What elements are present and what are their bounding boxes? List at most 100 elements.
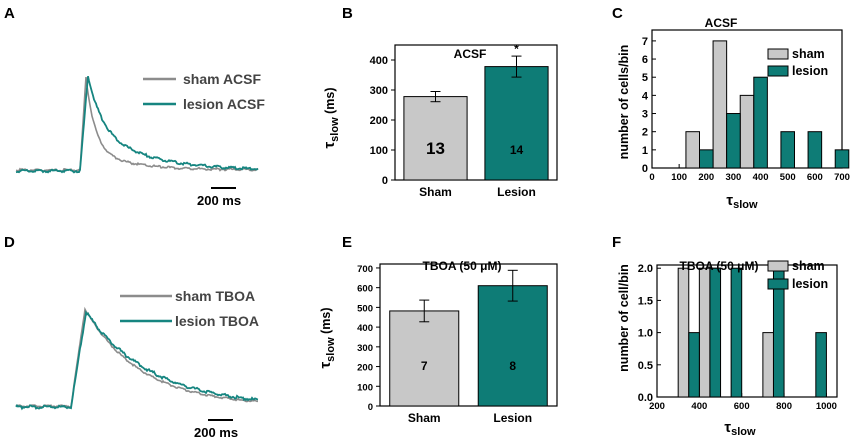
hist-bar-f-lesion [688,332,700,398]
y-tick-label-b: 400 [370,55,388,67]
plot-frame-e [379,263,558,407]
panel-letter-b: B [342,5,353,22]
x-axis-title-c: τslow [726,192,758,211]
bar-e-lesion [477,285,548,407]
histogram-f: 0.0 0.5 1.0 1.5 2.0 200 400 600 800 1000 sham lesio… [638,259,838,412]
legend-label-f-lesion: lesion [792,277,828,291]
y-tick-label-c: 5 [642,72,648,84]
y-title-unit-e: (ms) [319,307,333,337]
y-tick-label-c: 4 [642,90,649,102]
legend-label-sham-acsf: sham ACSF [183,71,262,87]
legend-label-lesion-tboa: lesion TBOA [175,313,259,329]
significance-marker-b: * [514,42,519,56]
panel-letter-e: E [342,234,352,251]
hist-bar-c-lesion [834,149,850,169]
plot-frame-f [656,264,838,398]
hist-bar-c-lesion [753,76,768,169]
category-label-b: Lesion [497,185,536,199]
trace-lesion-tboa [15,310,259,411]
y-tick-label-b: 300 [370,85,388,97]
bar-b-sham [403,96,468,181]
hist-bar-c-lesion [807,131,823,169]
hist-bar-f-sham [698,267,711,398]
histogram-c: 0 1 2 3 4 5 6 7 0 100 200 300 400 500 600 700 sham lesion… [642,16,850,183]
y-tick-label-b: 100 [370,145,388,157]
y-axis-title-f: number of cell/bin [617,264,631,372]
y-tick-label-e: 500 [357,303,373,314]
y-axis-title-b: τslow (ms) [321,87,341,148]
y-title-sub-e: slow [325,337,337,362]
hist-bar-f-lesion [815,332,827,398]
x-title-sub-f: slow [731,426,756,438]
x-tick-label-c: 400 [753,172,769,183]
trace-lesion-acsf [15,76,259,174]
hist-bar-c-sham [712,40,728,169]
x-tick-label-f: 800 [776,401,792,412]
x-tick-label-f: 400 [691,401,707,412]
hist-bar-f-lesion [709,267,722,398]
x-tick-label-c: 500 [780,172,796,183]
panel-a: A sham ACSF lesion ACSF 200 ms [4,5,265,208]
inset-title-f: TBOA (50 μM) [680,259,759,273]
x-axis-title-f: τslow [724,419,756,438]
bar-b-lesion [484,66,549,181]
y-tick-label-f: 0.0 [638,392,653,404]
x-tick-label-c: 200 [698,172,714,183]
legend-label-f-sham: sham [792,259,825,273]
y-tick-label-e: 400 [357,323,373,334]
n-label-b: 13 [426,139,445,158]
panel-letter-d: D [4,234,15,251]
x-tick-label-c: 100 [671,172,687,183]
hist-bar-f-sham [677,267,690,398]
hist-bar-c-sham [685,131,701,169]
x-tick-label-f: 1000 [816,401,837,412]
n-label-b: 14 [510,143,524,157]
x-tick-label-c: 700 [834,172,850,183]
x-title-main-f: τ [724,419,731,436]
y-tick-label-e: 0 [368,402,373,413]
panel-d: D sham TBOA lesion TBOA 200 ms [4,234,259,440]
y-title-main-e: τ [317,362,334,369]
legend-swatch-c-sham [767,48,789,60]
panel-b: B τslow (ms) 0 100 200 300 400 Sham 13 Lesion 14… [321,5,558,199]
legend-swatch-f-sham [767,260,789,272]
hist-bar-c-sham [739,94,755,169]
y-title-sub-b: slow [329,117,341,142]
hist-bar-f-lesion [730,267,743,398]
legend-swatch-f-lesion [767,278,789,290]
n-label-e: 8 [509,359,516,373]
y-tick-label-f: 0.5 [638,360,653,372]
x-tick-label-c: 600 [807,172,823,183]
scale-label-a: 200 ms [197,193,241,208]
panel-letter-a: A [4,5,15,22]
n-label-e: 7 [421,359,428,373]
y-tick-label-b: 0 [382,175,388,187]
y-tick-label-e: 700 [357,264,373,275]
y-tick-label-c: 6 [642,54,648,66]
panel-e: E τslow (ms) 0 100 200 300 400 500 600 700 Sham 7… [317,234,558,425]
y-title-main-b: τ [321,142,338,149]
y-tick-label-e: 600 [357,284,373,295]
bar-chart-b: 0 100 200 300 400 Sham 13 Lesion 14 * ACSF [370,42,558,199]
category-label-e: Sham [408,411,441,425]
legend-label-lesion-acsf: lesion ACSF [183,96,265,112]
panel-letter-f: F [612,234,621,251]
bar-chart-e: 0 100 200 300 400 500 600 700 Sham 7 Lesion 8 TBOA (… [357,259,558,425]
bar-e-sham [389,310,460,407]
x-tick-label-c: 0 [649,172,654,183]
panel-f: F number of cell/bin τslow 0.0 0.5 1.0 1.5 2… [612,234,838,438]
y-title-unit-b: (ms) [323,87,337,117]
panel-c: C number of cells/bin τslow 0 1 2 3 4 5 6 7 0 100… [612,5,850,211]
legend-swatch-c-lesion [767,65,789,77]
hist-bar-c-lesion [699,149,714,169]
category-label-b: Sham [419,185,452,199]
y-tick-label-f: 1.0 [638,328,653,340]
panel-letter-c: C [612,5,623,22]
inset-title-e: TBOA (50 μM) [423,259,502,273]
y-tick-label-f: 1.5 [638,295,653,307]
trace-sham-acsf [15,76,259,173]
y-tick-label-f: 2.0 [638,263,653,275]
x-title-main-c: τ [726,192,733,209]
y-tick-label-e: 300 [357,343,373,354]
